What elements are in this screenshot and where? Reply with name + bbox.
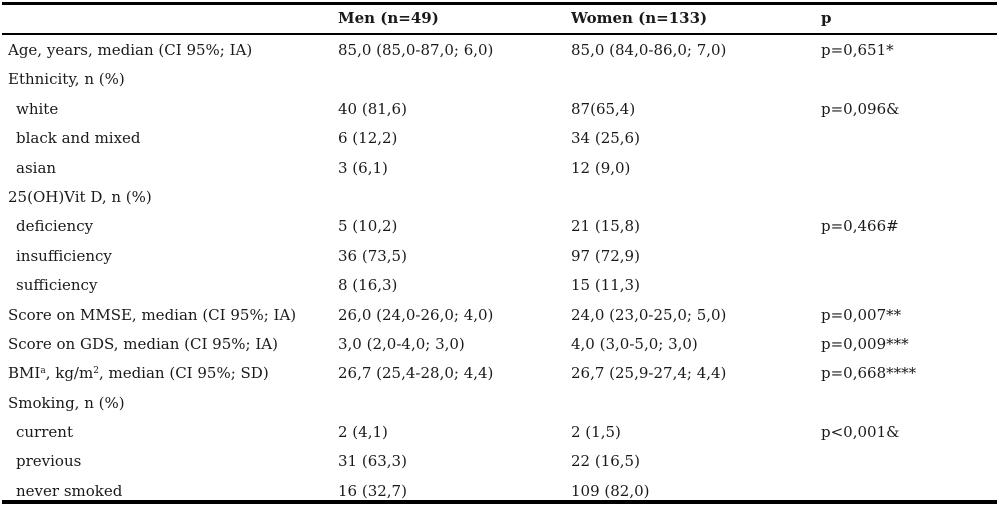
row-label-sup: 2 — [93, 366, 99, 377]
table-row: Age, years, median (CI 95%; IA) 85,0 (85,… — [0, 36, 999, 65]
cell-women: 2 (1,5) — [571, 423, 621, 442]
table-row: insufficiency 36 (73,5) 97 (72,9) — [0, 242, 999, 271]
table-top-rule — [2, 2, 997, 5]
cell-men: 85,0 (85,0-87,0; 6,0) — [338, 41, 494, 59]
table-row: Score on GDS, median (CI 95%; IA) 3,0 (2,… — [0, 330, 999, 359]
row-label: Score on MMSE, median (CI 95%; IA) — [8, 305, 297, 324]
cell-women: 24,0 (23,0-25,0; 5,0) — [571, 305, 727, 324]
row-label: Smoking, n (%) — [8, 393, 125, 412]
cell-p-value: p<0,001& — [821, 423, 900, 442]
row-label: Age, years, median (CI 95%; IA) — [8, 41, 253, 59]
table-row: Score on MMSE, median (CI 95%; IA) 26,0 (… — [0, 301, 999, 330]
row-label: current — [16, 423, 73, 442]
table-row: current 2 (4,1) 2 (1,5) p<0,001& — [0, 418, 999, 447]
cell-women: 4,0 (3,0-5,0; 3,0) — [571, 334, 698, 353]
cell-p-value: p=0,009*** — [821, 334, 909, 353]
row-label: black and mixed — [16, 129, 141, 148]
row-label: never smoked — [16, 481, 123, 500]
cell-p-value: p=0,668**** — [821, 364, 917, 383]
row-label: previous — [16, 452, 82, 471]
cell-women: 85,0 (84,0-86,0; 7,0) — [571, 41, 727, 59]
cell-men: 5 (10,2) — [338, 217, 398, 236]
cell-p-value: p=0,466# — [821, 217, 899, 236]
cell-men: 26,7 (25,4-28,0; 4,4) — [338, 364, 494, 383]
row-label: asian — [16, 158, 57, 177]
row-label: 25(OH)Vit D, n (%) — [8, 187, 152, 206]
table-body: Age, years, median (CI 95%; IA) 85,0 (85,… — [0, 36, 999, 506]
row-label: BMIa, kg/m2, median (CI 95%; SD) — [8, 359, 269, 388]
cell-women: 15 (11,3) — [571, 276, 640, 295]
table-row: Smoking, n (%) — [0, 389, 999, 418]
cell-women: 97 (72,9) — [571, 246, 640, 265]
row-label: sufficiency — [16, 276, 98, 295]
table-row: 25(OH)Vit D, n (%) — [0, 183, 999, 212]
row-label: white — [16, 99, 59, 118]
table-row: BMIa, kg/m2, median (CI 95%; SD) 26,7 (25… — [0, 359, 999, 388]
table-header-rule — [2, 33, 997, 35]
cell-men: 26,0 (24,0-26,0; 4,0) — [338, 305, 494, 324]
cell-women: 12 (9,0) — [571, 158, 631, 177]
table-bottom-rule — [2, 500, 997, 504]
cell-women: 87(65,4) — [571, 99, 636, 118]
cell-women: 21 (15,8) — [571, 217, 640, 236]
table-row: sufficiency 8 (16,3) 15 (11,3) — [0, 271, 999, 300]
row-label: Score on GDS, median (CI 95%; IA) — [8, 334, 278, 353]
cell-men: 40 (81,6) — [338, 99, 407, 118]
row-label: insufficiency — [16, 246, 112, 265]
row-label-part: , kg/m — [45, 364, 94, 383]
cell-men: 3,0 (2,0-4,0; 3,0) — [338, 334, 465, 353]
row-label-part: , median (CI 95%; SD) — [98, 364, 269, 383]
row-label: deficiency — [16, 217, 94, 236]
header-women: Women (n=133) — [571, 9, 708, 27]
cell-men: 3 (6,1) — [338, 158, 388, 177]
header-p: p — [821, 9, 832, 27]
cell-men: 6 (12,2) — [338, 129, 398, 148]
table-row: Ethnicity, n (%) — [0, 65, 999, 94]
cell-women: 34 (25,6) — [571, 129, 640, 148]
cell-women: 22 (16,5) — [571, 452, 640, 471]
cell-women: 26,7 (25,9-27,4; 4,4) — [571, 364, 727, 383]
table-row: black and mixed 6 (12,2) 34 (25,6) — [0, 124, 999, 153]
header-men: Men (n=49) — [338, 9, 439, 27]
cell-women: 109 (82,0) — [571, 481, 650, 500]
row-label-sup: a — [40, 366, 46, 377]
cell-men: 36 (73,5) — [338, 246, 407, 265]
cell-men: 16 (32,7) — [338, 481, 407, 500]
cell-men: 31 (63,3) — [338, 452, 407, 471]
table-row: deficiency 5 (10,2) 21 (15,8) p=0,466# — [0, 212, 999, 241]
table-row: previous 31 (63,3) 22 (16,5) — [0, 447, 999, 476]
table-header-row: Men (n=49) Women (n=133) p — [0, 9, 999, 31]
cell-p-value: p=0,096& — [821, 99, 900, 118]
cell-men: 2 (4,1) — [338, 423, 388, 442]
row-label-part: BMI — [8, 364, 41, 383]
row-label: Ethnicity, n (%) — [8, 70, 125, 89]
table-row: never smoked 16 (32,7) 109 (82,0) — [0, 477, 999, 506]
table-row: white 40 (81,6) 87(65,4) p=0,096& — [0, 95, 999, 124]
cell-p-value: p=0,007** — [821, 305, 902, 324]
cell-men: 8 (16,3) — [338, 276, 398, 295]
cell-p-value: p=0,651* — [821, 41, 894, 59]
table-row: asian 3 (6,1) 12 (9,0) — [0, 154, 999, 183]
